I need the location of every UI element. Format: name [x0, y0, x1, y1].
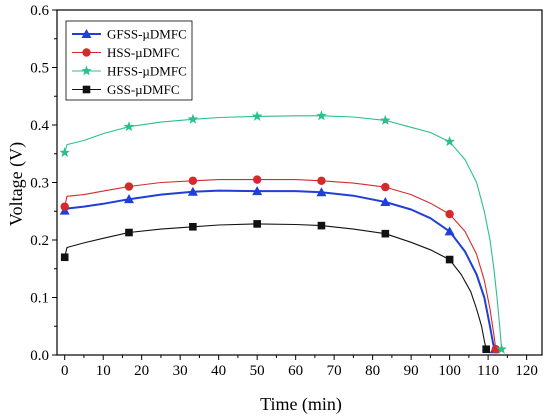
legend-label: GSS-µDMFC — [107, 82, 180, 97]
data-point-2 — [251, 110, 263, 121]
y-tick-label: 0.2 — [30, 233, 49, 249]
x-tick-label: 100 — [438, 363, 461, 379]
x-axis-title: Time (min) — [260, 394, 342, 415]
legend-label: HFSS-µDMFC — [107, 64, 187, 79]
x-tick-label: 10 — [96, 363, 111, 379]
data-point-0 — [380, 197, 391, 207]
legend-label: HSS-µDMFC — [107, 45, 180, 60]
x-axis: 0 10 20 30 40 50 60 70 80 90 100 110 120 — [61, 355, 538, 379]
data-point-1 — [124, 182, 134, 191]
x-tick-label: 0 — [61, 363, 69, 379]
data-point-1 — [60, 202, 69, 211]
data-point-2 — [380, 114, 391, 125]
data-point-3 — [317, 221, 326, 230]
data-point-3 — [445, 255, 454, 264]
data-point-2 — [123, 121, 135, 132]
y-tick-label: 0.3 — [30, 176, 49, 192]
data-point-1 — [188, 176, 198, 185]
y-tick-label: 0.5 — [30, 61, 49, 77]
data-point-2 — [444, 136, 455, 147]
data-point-1 — [381, 182, 390, 192]
data-point-3 — [189, 222, 197, 231]
x-tick-label: 60 — [288, 363, 303, 379]
legend-marker — [82, 48, 91, 57]
legend: GFSS-µDMFC HSS-µDMFC HFSS-µDMFC GSS-µDMFC — [65, 20, 193, 101]
x-tick-label: 90 — [404, 363, 419, 379]
data-point-1 — [317, 176, 326, 185]
series-lines — [64, 115, 503, 350]
data-point-3 — [60, 253, 69, 262]
data-point-0 — [123, 194, 134, 204]
data-point-2 — [59, 147, 70, 158]
y-axis-title: Voltage (V) — [6, 142, 27, 226]
x-tick-label: 20 — [134, 363, 149, 379]
x-tick-label: 70 — [327, 363, 342, 379]
x-tick-label: 120 — [515, 363, 538, 379]
data-point-1 — [445, 209, 454, 219]
x-tick-label: 40 — [211, 363, 226, 379]
data-point-3 — [482, 345, 490, 354]
data-point-2 — [496, 343, 507, 354]
y-tick-label: 0.6 — [30, 3, 49, 19]
series-line-3 — [64, 223, 487, 350]
x-tick-label: 80 — [365, 363, 380, 379]
data-point-0 — [316, 187, 327, 197]
y-tick-label: 0.1 — [30, 291, 49, 307]
data-point-0 — [187, 186, 198, 196]
series-line-2 — [64, 115, 503, 350]
data-point-0 — [252, 186, 263, 196]
data-point-1 — [491, 345, 501, 354]
legend-label: GFSS-µDMFC — [107, 27, 187, 42]
y-tick-label: 0.4 — [30, 118, 49, 134]
series-line-1 — [64, 179, 497, 350]
series-markers — [59, 110, 507, 354]
data-point-3 — [125, 228, 133, 237]
y-tick-label: 0.0 — [30, 348, 49, 364]
legend-marker — [81, 65, 92, 76]
series-line-0 — [64, 189, 496, 350]
data-point-3 — [381, 229, 390, 238]
x-tick-label: 30 — [173, 363, 188, 379]
x-tick-label: 50 — [250, 363, 265, 379]
data-point-2 — [316, 110, 327, 121]
y-axis: 0.0 0.1 0.2 0.3 0.4 0.5 0.6 — [30, 3, 57, 364]
x-tick-label: 110 — [477, 363, 499, 379]
legend-marker — [81, 29, 92, 38]
data-point-3 — [253, 220, 261, 228]
data-point-2 — [187, 113, 199, 124]
data-point-1 — [252, 175, 262, 184]
data-point-0 — [444, 226, 455, 236]
legend-marker — [82, 85, 91, 94]
